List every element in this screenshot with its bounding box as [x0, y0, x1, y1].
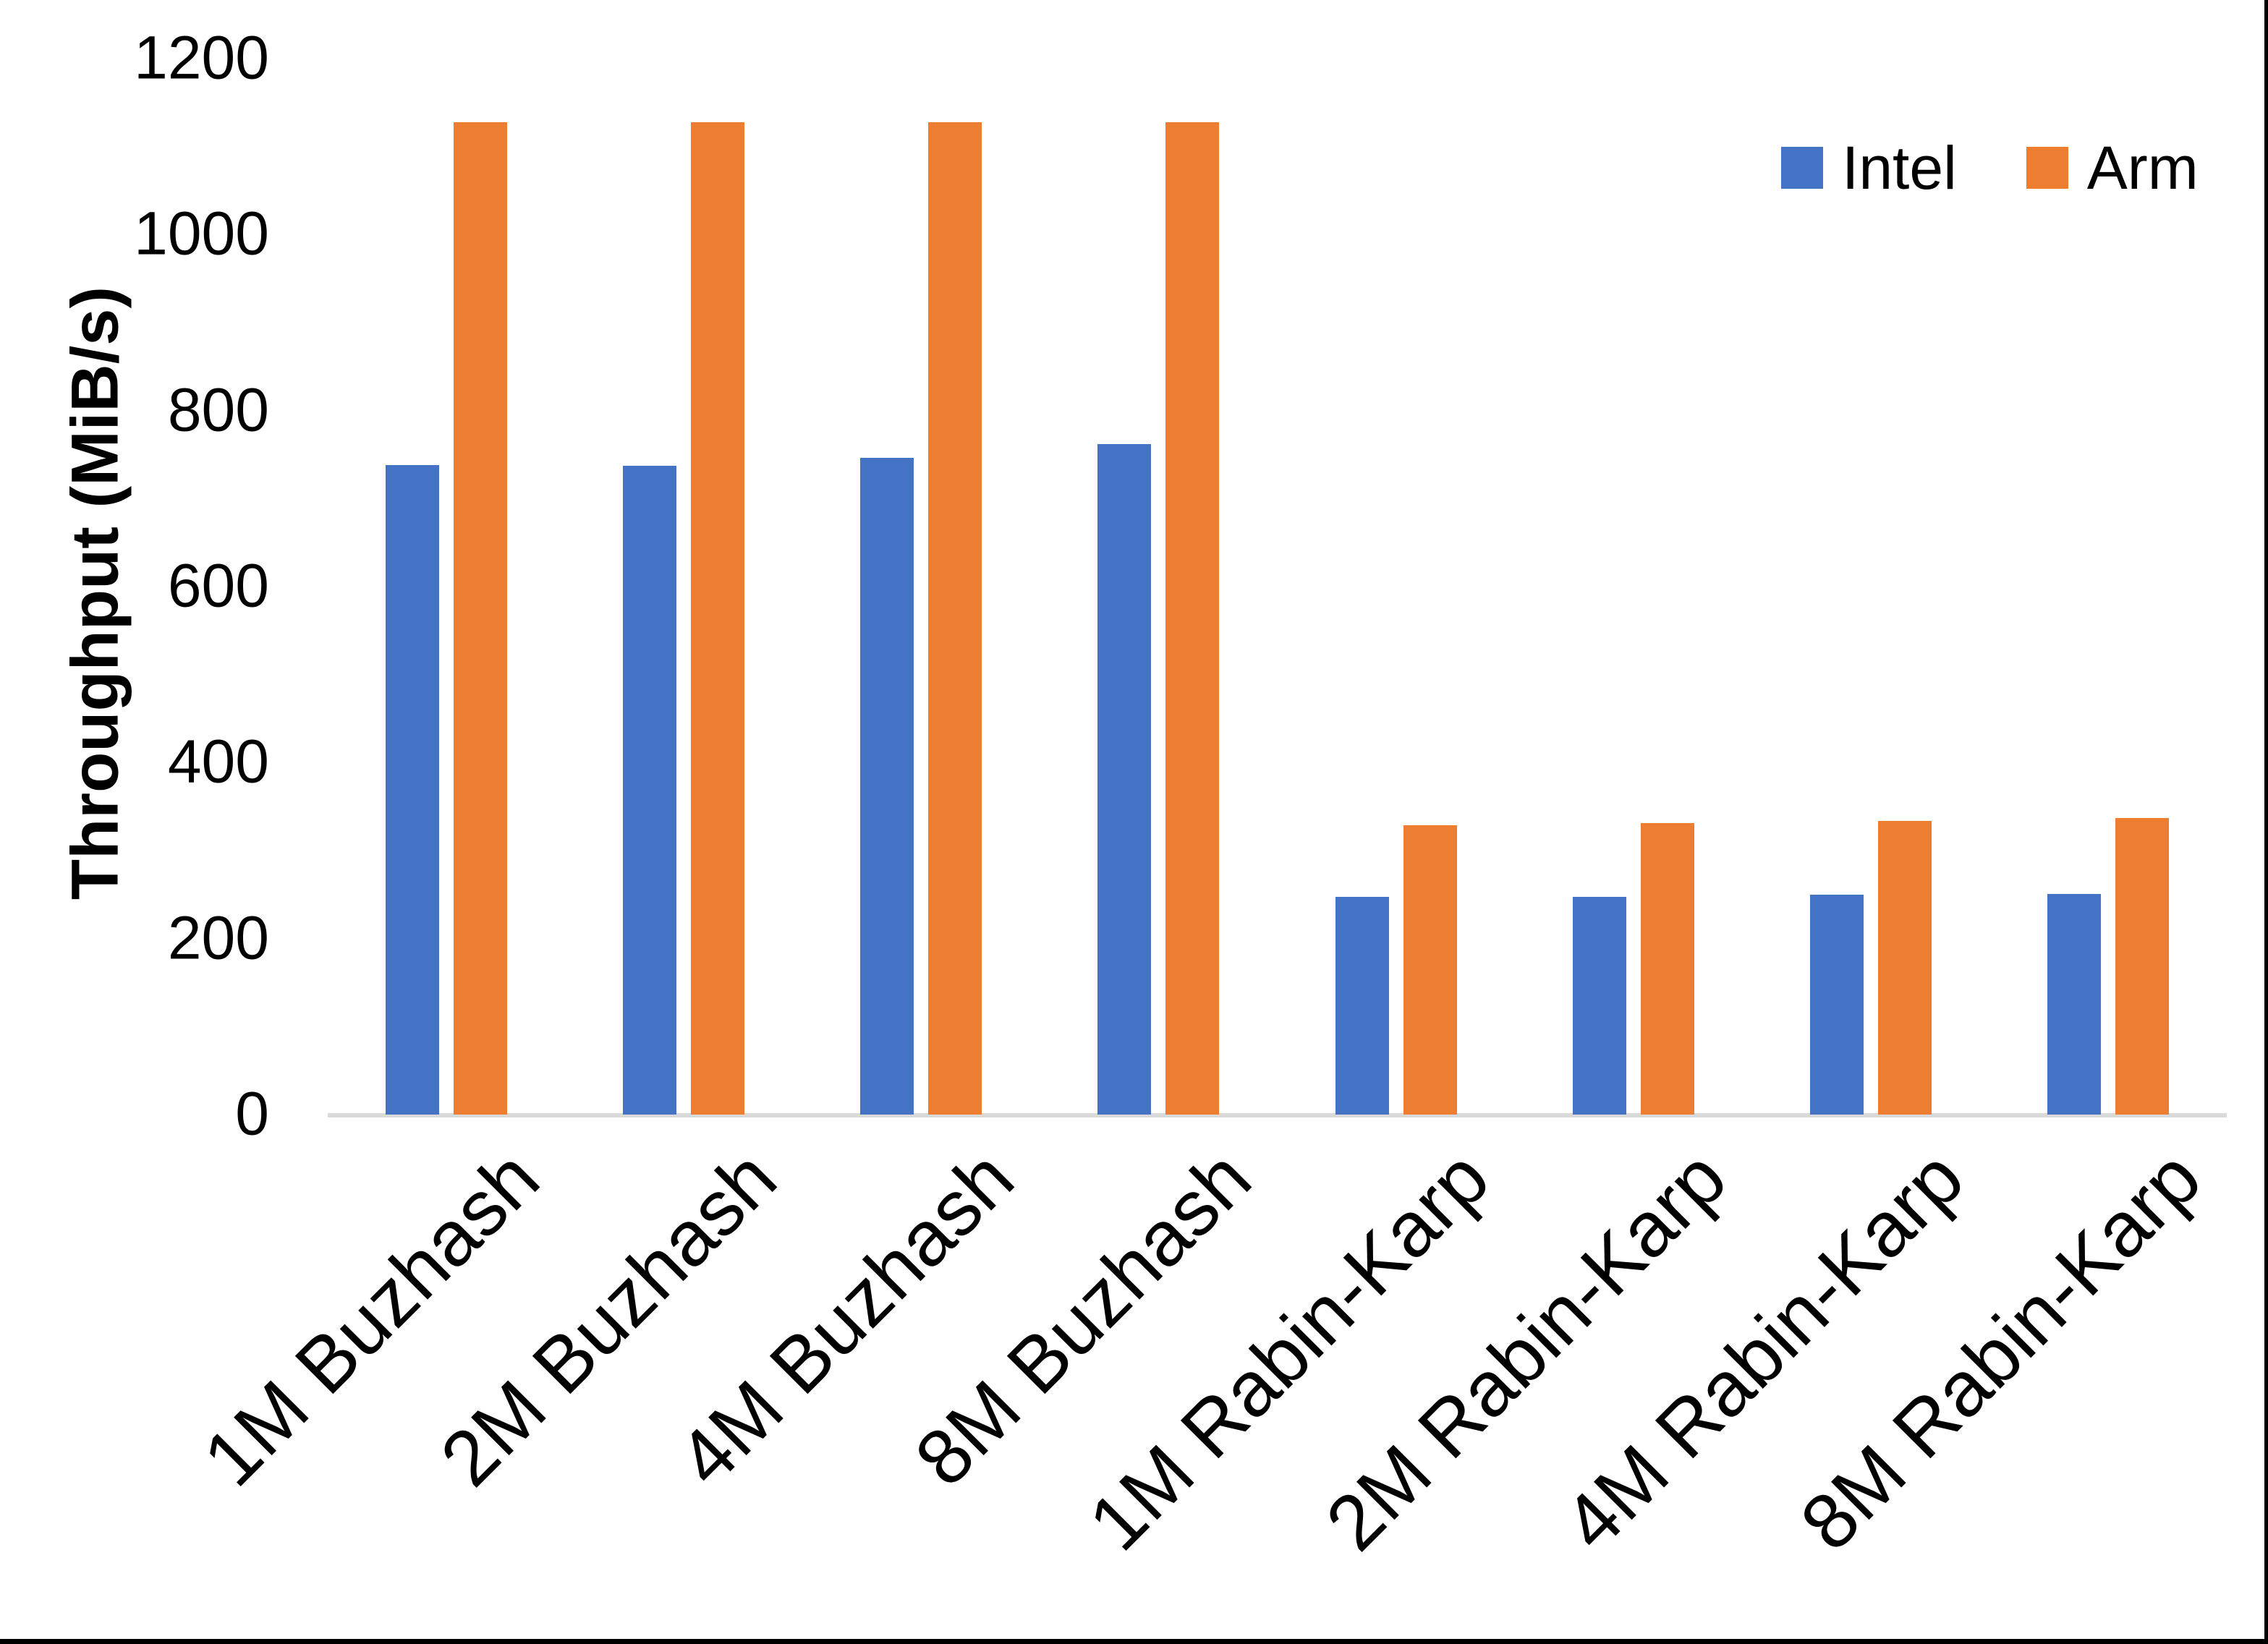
y-tick-label: 800 — [167, 375, 269, 443]
bottom-border — [0, 1639, 2268, 1644]
bar-intel-8m-buzhash — [1097, 443, 1152, 1115]
bar-intel-4m-rabin-karp — [1809, 894, 1864, 1115]
y-tick-label: 400 — [167, 727, 269, 796]
bar-arm-2m-buzhash — [691, 122, 745, 1115]
y-tick-label: 1000 — [134, 199, 269, 268]
bar-intel-2m-buzhash — [623, 466, 677, 1115]
x-axis-line — [328, 1113, 2227, 1117]
bar-intel-1m-buzhash — [386, 465, 440, 1115]
bar-arm-1m-rabin-karp — [1403, 825, 1457, 1115]
legend-label-intel: Intel — [1842, 134, 1957, 202]
legend-label-arm: Arm — [2086, 134, 2199, 202]
y-tick-label: 0 — [235, 1079, 269, 1148]
bar-arm-4m-buzhash — [928, 122, 982, 1115]
bar-arm-1m-buzhash — [454, 122, 508, 1115]
bar-intel-1m-rabin-karp — [1335, 897, 1389, 1115]
legend-item-arm: Arm — [2026, 137, 2199, 198]
bar-arm-2m-rabin-karp — [1640, 823, 1694, 1115]
bar-intel-4m-buzhash — [860, 458, 914, 1115]
legend: Intel Arm — [1781, 137, 2199, 198]
bar-intel-2m-rabin-karp — [1572, 897, 1626, 1115]
bar-arm-8m-buzhash — [1165, 122, 1220, 1115]
y-tick-label: 1200 — [134, 23, 269, 92]
legend-item-intel: Intel — [1781, 137, 1957, 198]
bar-arm-4m-rabin-karp — [1877, 820, 1932, 1115]
y-axis-title: Throughput (MiB/s) — [58, 286, 132, 900]
right-border — [2264, 0, 2268, 1644]
legend-swatch-arm — [2026, 147, 2068, 189]
y-tick-label: 200 — [167, 903, 269, 971]
bar-arm-8m-rabin-karp — [2115, 817, 2169, 1115]
legend-swatch-intel — [1781, 147, 1823, 189]
bar-intel-8m-rabin-karp — [2047, 893, 2101, 1115]
y-tick-label: 600 — [167, 551, 269, 620]
